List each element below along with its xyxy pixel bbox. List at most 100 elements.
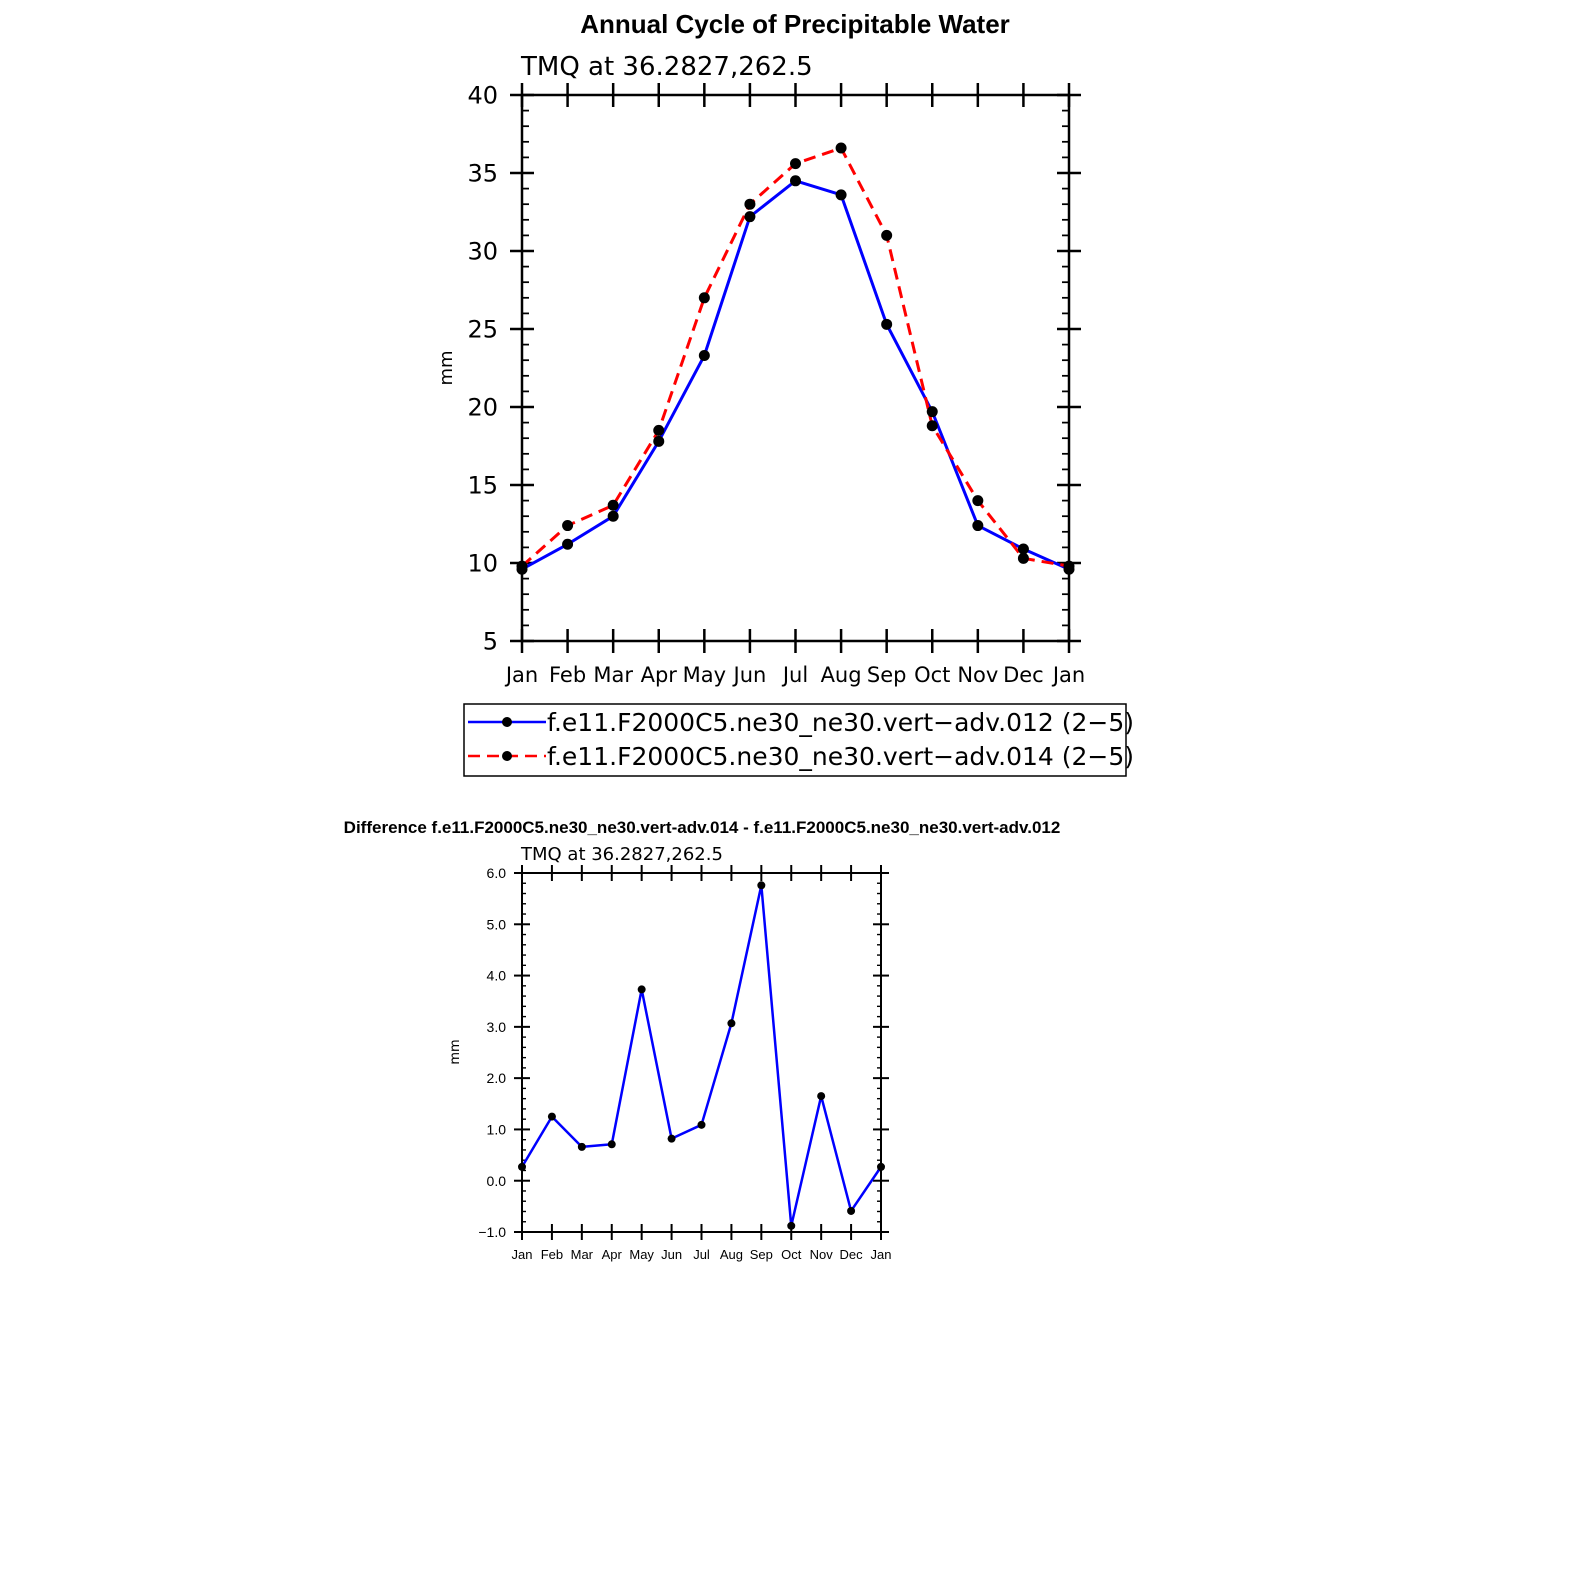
x-tick-label: Nov [810, 1247, 834, 1262]
data-point [926, 420, 938, 432]
diff-plot-frame [521, 872, 882, 1233]
data-point [757, 881, 766, 890]
y-tick-label: 30 [467, 238, 498, 266]
chart-title: Annual Cycle of Precipitable Water [580, 9, 1010, 39]
x-tick-label: Apr [602, 1247, 623, 1262]
diff-chart-title: Difference f.e11.F2000C5.ne30_ne30.vert-… [344, 818, 1061, 837]
legend: f.e11.F2000C5.ne30_ne30.vert−adv.012 (2−… [463, 703, 1134, 777]
x-tick-label: Jan [504, 663, 538, 687]
y-tick-label: 15 [467, 472, 498, 500]
y-axis-label: mm [436, 350, 457, 385]
x-tick-label: Apr [641, 663, 678, 687]
data-point [835, 142, 847, 154]
x-tick-label: Jan [1051, 663, 1085, 687]
data-point [562, 538, 574, 550]
data-point [835, 189, 847, 201]
data-point [881, 318, 893, 330]
data-point [817, 1092, 826, 1101]
x-tick-label: Feb [549, 663, 586, 687]
y-tick-label: 4.0 [487, 968, 507, 984]
x-tick-label: Mar [593, 663, 633, 687]
data-point [698, 350, 710, 362]
x-tick-label: Oct [781, 1247, 802, 1262]
legend-marker-series-014 [502, 751, 512, 761]
diff-x-axis-ticks [521, 865, 882, 1240]
data-point [744, 198, 756, 210]
data-point [653, 435, 665, 447]
diff-y-tick-labels: −1.0 0.0 1.0 2.0 3.0 4.0 5.0 6.0 [478, 865, 506, 1240]
y-tick-label: 1.0 [487, 1121, 507, 1137]
x-tick-label: May [683, 663, 726, 687]
data-point [744, 211, 756, 223]
data-point [698, 292, 710, 304]
data-point [972, 495, 984, 507]
diff-x-tick-labels: Jan Feb Mar Apr May Jun Jul Aug Sep Oct Nov Dec Jan [512, 1247, 892, 1262]
x-tick-label: Aug [821, 663, 862, 687]
data-point [667, 1134, 676, 1143]
x-tick-label: Dec [840, 1247, 864, 1262]
data-point [653, 424, 665, 436]
diff-series-group [518, 881, 885, 1230]
y-tick-label: 5 [483, 628, 498, 656]
x-tick-label: Mar [571, 1247, 594, 1262]
legend-label-series-012: f.e11.F2000C5.ne30_ne30.vert−adv.012 (2−… [547, 708, 1134, 737]
data-point [547, 1112, 556, 1121]
plot-frame [520, 93, 1071, 643]
x-tick-label: Sep [750, 1247, 773, 1262]
data-point [637, 985, 646, 994]
y-tick-label: 20 [467, 394, 498, 422]
y-tick-label: 35 [467, 160, 498, 188]
x-tick-label: Aug [720, 1247, 743, 1262]
data-point [562, 520, 574, 532]
difference-chart: Difference f.e11.F2000C5.ne30_ne30.vert-… [344, 818, 1061, 1262]
annual-cycle-chart: Annual Cycle of Precipitable Water TMQ a… [436, 9, 1134, 777]
data-point [607, 499, 619, 511]
data-point [1017, 543, 1029, 555]
legend-marker-series-012 [502, 717, 512, 727]
data-point [972, 520, 984, 532]
x-tick-label: Jun [661, 1247, 682, 1262]
y-tick-label: 40 [467, 82, 498, 110]
x-tick-label: Nov [957, 663, 998, 687]
y-tick-label: 0.0 [487, 1173, 507, 1189]
legend-label-series-014: f.e11.F2000C5.ne30_ne30.vert−adv.014 (2−… [547, 742, 1134, 771]
series-line-1 [521, 146, 1070, 568]
y-tick-label: 25 [467, 316, 498, 344]
series-group [516, 142, 1075, 575]
diff-chart-subtitle: TMQ at 36.2827,262.5 [520, 844, 723, 865]
x-tick-label: Jul [781, 663, 808, 687]
y-tick-label: −1.0 [478, 1224, 506, 1240]
y-tick-labels: 5 10 15 20 25 30 35 40 [467, 82, 498, 656]
x-tick-label: Jul [693, 1247, 710, 1262]
y-tick-label: 10 [467, 550, 498, 578]
y-tick-label: 6.0 [487, 865, 507, 881]
data-point [787, 1221, 796, 1230]
data-point [790, 158, 801, 170]
x-tick-label: Dec [1003, 663, 1044, 687]
x-tick-label: Jan [512, 1247, 533, 1262]
y-tick-label: 5.0 [487, 916, 507, 932]
series-line-0 [520, 884, 883, 1228]
diff-y-axis-label: mm [448, 1039, 463, 1064]
data-point [727, 1019, 736, 1028]
x-tick-label: May [629, 1247, 654, 1262]
x-tick-label: Feb [541, 1247, 563, 1262]
data-point [847, 1206, 856, 1215]
legend-box [463, 703, 1127, 777]
x-tick-label: Jan [871, 1247, 892, 1262]
data-point [607, 510, 619, 522]
y-tick-label: 3.0 [487, 1019, 507, 1035]
x-tick-label: Jun [732, 663, 767, 687]
chart-subtitle: TMQ at 36.2827,262.5 [520, 52, 813, 82]
y-tick-label: 2.0 [487, 1070, 507, 1086]
data-point [607, 1140, 616, 1149]
data-point [881, 229, 893, 241]
data-point [577, 1142, 586, 1151]
x-tick-label: Sep [867, 663, 907, 687]
diff-y-axis-ticks [514, 872, 889, 1233]
data-point [1017, 552, 1029, 564]
x-tick-labels: Jan Feb Mar Apr May Jun Jul Aug Sep Oct Nov Dec Jan [504, 663, 1085, 687]
data-point [790, 175, 801, 187]
